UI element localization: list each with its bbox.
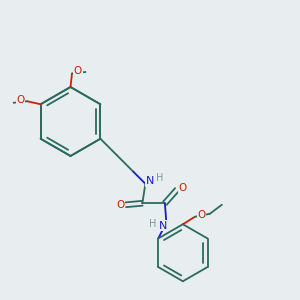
Text: H: H [156, 173, 164, 183]
Text: N: N [146, 176, 154, 186]
Text: O: O [197, 210, 206, 220]
Text: O: O [74, 66, 82, 76]
Text: O: O [178, 183, 186, 193]
Text: N: N [159, 221, 168, 231]
Text: O: O [16, 95, 25, 105]
Text: H: H [149, 219, 157, 229]
Text: O: O [116, 200, 124, 210]
